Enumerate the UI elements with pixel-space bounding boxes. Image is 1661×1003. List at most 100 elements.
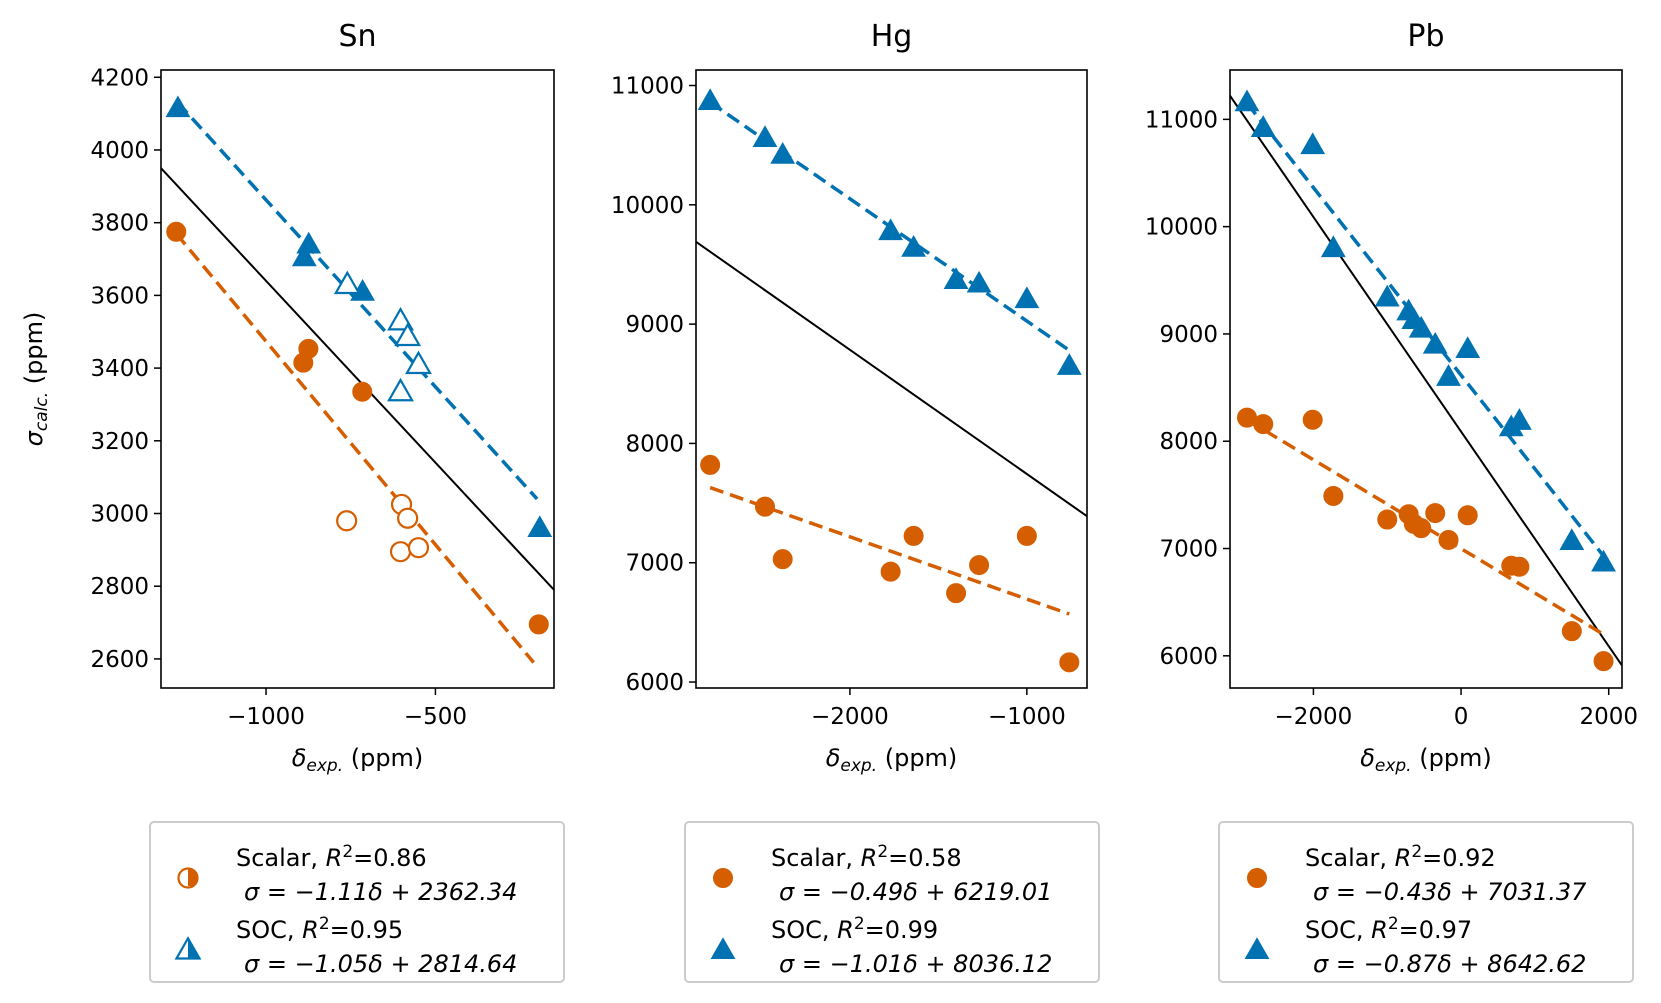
- scalar-point: [1509, 556, 1530, 577]
- soc-point: [1320, 235, 1346, 258]
- x-tick-label: −500: [404, 704, 467, 730]
- y-tick-label: 10000: [611, 193, 684, 219]
- y-tick-label: 11000: [611, 74, 684, 100]
- x-tick-label: 0: [1454, 704, 1469, 730]
- x-axis-label: δexp. (ppm): [826, 744, 958, 776]
- panel-title: Sn: [338, 19, 376, 54]
- soc-point: [291, 244, 317, 267]
- scalar-point: [1323, 485, 1344, 506]
- legend-box: [149, 821, 565, 983]
- soc-point: [1422, 331, 1448, 354]
- scalar-point: [397, 507, 419, 529]
- scalar-point: [772, 549, 793, 570]
- legend-soc-equation: σ = −0.87δ + 8642.62: [1313, 950, 1586, 978]
- scalar-point: [1377, 509, 1398, 530]
- legend-box: [684, 821, 1100, 983]
- y-tick-label: 3800: [90, 211, 149, 237]
- legend-soc-label: SOC, R2=0.95: [236, 914, 403, 944]
- scalar-point: [880, 561, 901, 582]
- legend-scalar-marker: [713, 868, 733, 888]
- scalar-point: [1593, 651, 1614, 672]
- soc-point: [1436, 364, 1461, 386]
- y-tick-label: 8000: [625, 431, 684, 457]
- panel-title: Hg: [871, 19, 913, 54]
- legend-soc-label: SOC, R2=0.99: [771, 914, 938, 944]
- scalar-point: [1016, 525, 1037, 546]
- soc-point: [165, 95, 191, 118]
- soc-point: [966, 270, 992, 293]
- y-tick-label: 2800: [90, 574, 149, 600]
- soc-point: [697, 88, 723, 111]
- reference-line: [161, 167, 554, 591]
- scalar-point: [389, 541, 412, 563]
- y-tick-label: 11000: [1145, 107, 1218, 133]
- x-tick-label: −2000: [1275, 704, 1353, 730]
- legend-soc-equation: σ = −1.01δ + 8036.12: [779, 950, 1052, 978]
- legend-soc-label: SOC, R2=0.97: [1305, 914, 1472, 944]
- legend-box: [1218, 821, 1634, 983]
- scalar-point: [969, 555, 990, 576]
- scalar-fit-line: [174, 232, 536, 664]
- x-axis-label: δexp. (ppm): [292, 744, 424, 776]
- y-tick-label: 2600: [90, 647, 149, 673]
- scalar-point: [1253, 414, 1274, 435]
- soc-point: [387, 306, 414, 331]
- panel-title: Pb: [1407, 19, 1444, 54]
- scalar-point: [1457, 505, 1478, 526]
- y-tick-label: 3200: [90, 429, 149, 455]
- soc-point: [943, 267, 969, 289]
- scalar-point: [1561, 621, 1582, 642]
- legend-scalar-equation: σ = −0.43δ + 7031.37: [1313, 878, 1587, 906]
- soc-point: [1374, 284, 1400, 307]
- legend-scalar-label: Scalar, R2=0.86: [236, 842, 427, 872]
- x-axis-label: δexp. (ppm): [1360, 744, 1492, 776]
- soc-fit-line: [176, 101, 539, 501]
- y-tick-label: 10000: [1145, 215, 1218, 241]
- soc-point: [387, 377, 414, 402]
- y-tick-label: 6000: [625, 670, 684, 696]
- legend-soc-marker: [1244, 937, 1270, 960]
- soc-point: [1408, 315, 1434, 338]
- x-tick-label: −1000: [227, 704, 305, 730]
- scalar-point: [755, 496, 775, 517]
- y-tick-label: 3600: [90, 283, 149, 309]
- soc-point: [333, 270, 361, 295]
- y-tick-label: 6000: [1159, 644, 1218, 670]
- panel-pb: Pb 6000 7000 8000 9000 10000 11000 −2000 0 2000 δe…: [1145, 19, 1638, 983]
- x-tick-label: 2000: [1579, 704, 1638, 730]
- scalar-point: [1059, 652, 1080, 673]
- legend-scalar-equation: σ = −1.11δ + 2362.34: [244, 878, 517, 906]
- scalar-point: [298, 338, 319, 359]
- scalar-point: [336, 510, 358, 532]
- soc-point: [1455, 336, 1481, 358]
- y-tick-label: 3000: [90, 502, 149, 528]
- reference-line: [1230, 95, 1622, 667]
- y-axis-label: σcalc. (ppm): [20, 312, 52, 447]
- panel-hg: Hg 6000 7000 8000 9000 10000 11000 −2000 −1000 δe…: [611, 19, 1100, 983]
- scalar-point: [1425, 503, 1446, 524]
- soc-point: [878, 218, 904, 241]
- scalar-point: [528, 614, 549, 635]
- scalar-point: [1411, 518, 1432, 539]
- y-tick-label: 4200: [90, 65, 149, 91]
- scalar-point: [352, 381, 373, 402]
- legend-scalar-marker-half: [188, 868, 198, 886]
- soc-point: [1234, 89, 1260, 112]
- legend-scalar-label: Scalar, R2=0.58: [771, 842, 962, 872]
- plot-area: [696, 88, 1087, 673]
- soc-point: [296, 231, 322, 254]
- scalar-point: [903, 525, 924, 546]
- soc-point: [770, 141, 796, 164]
- y-tick-label: 3400: [90, 356, 149, 382]
- y-tick-label: 8000: [1159, 429, 1218, 455]
- scalar-point: [700, 454, 721, 475]
- legend-soc-marker: [710, 937, 736, 960]
- scalar-fit-line: [1246, 418, 1605, 636]
- scalar-point: [1302, 409, 1323, 430]
- axes-frame: [695, 69, 1088, 689]
- y-tick-label: 9000: [1159, 322, 1218, 348]
- legend-soc-marker-half: [188, 937, 200, 958]
- soc-point: [901, 235, 927, 257]
- legend: Scalar, R2=0.58 σ = −0.49δ + 6219.01 SOC, …: [684, 821, 1100, 983]
